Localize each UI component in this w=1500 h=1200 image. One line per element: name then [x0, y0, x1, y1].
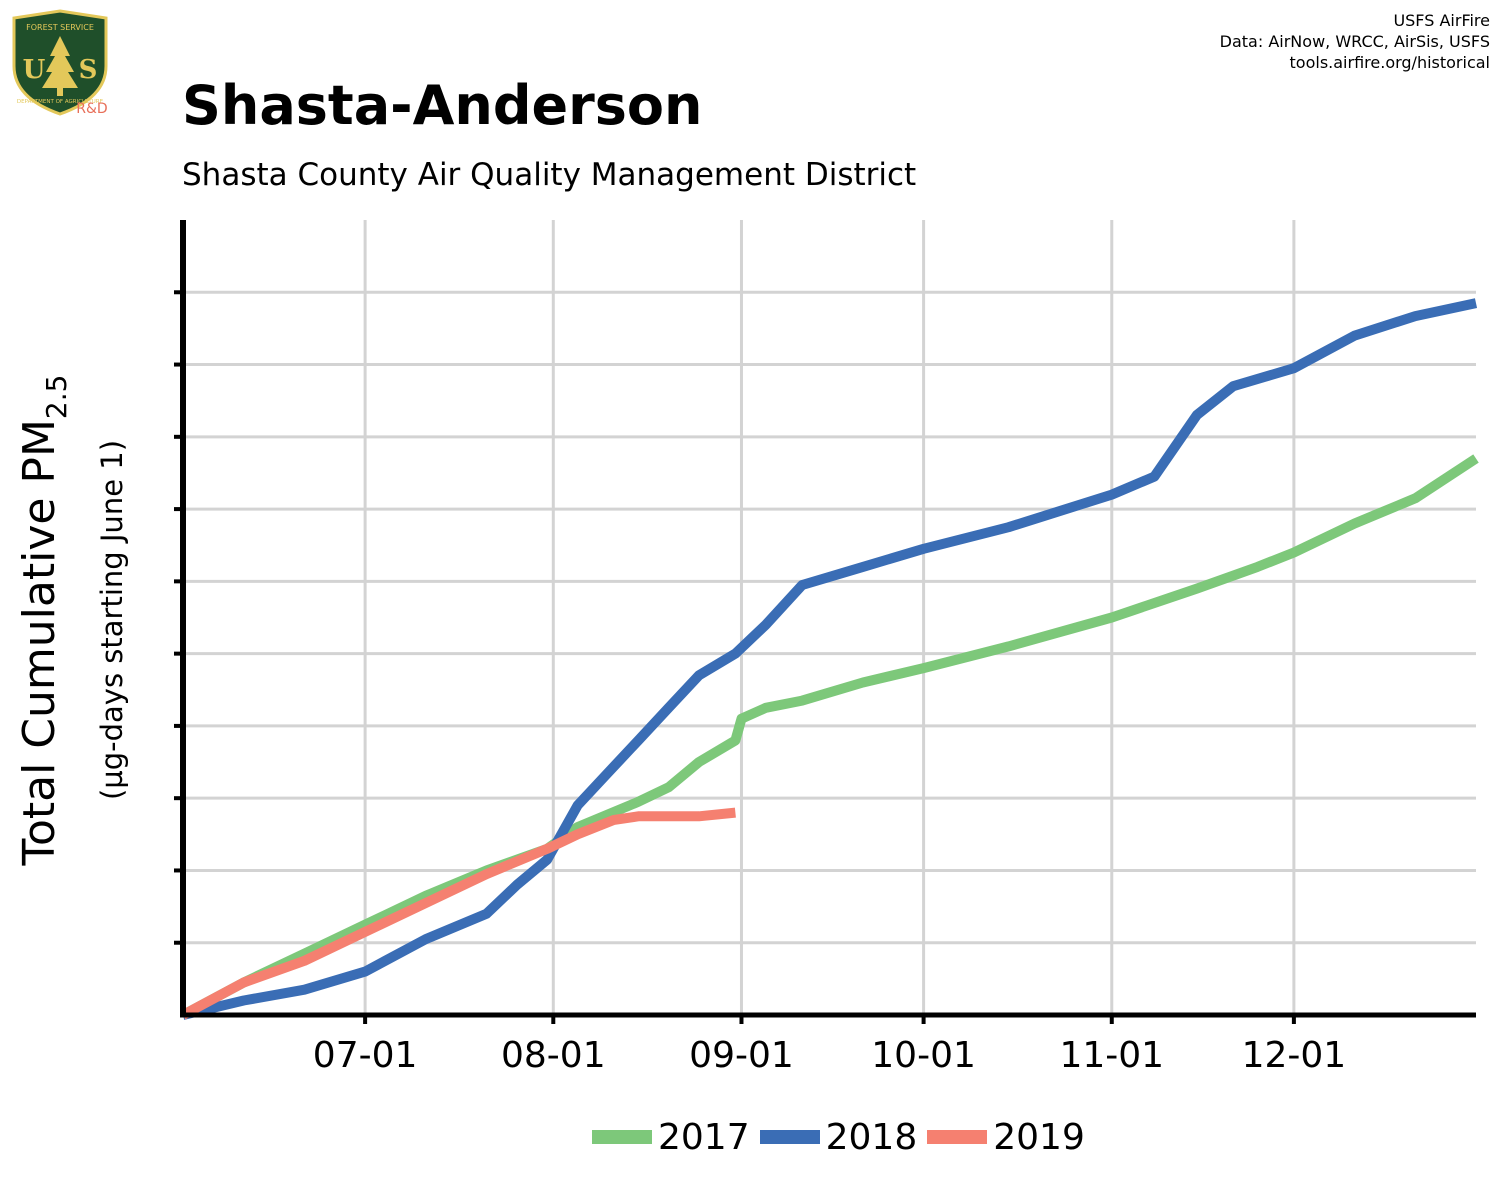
legend-item-2018: 2018: [759, 1116, 918, 1158]
legend: 2017 2018 2019: [592, 1112, 1095, 1162]
legend-swatch-2017: [592, 1130, 652, 1144]
x-tick-label: 09-01: [689, 1035, 794, 1076]
x-tick-label: 11-01: [1059, 1035, 1164, 1076]
credits: USFS AirFire Data: AirNow, WRCC, AirSis,…: [1220, 10, 1490, 73]
logo-letter-s: S: [79, 55, 98, 85]
legend-label-2017: 2017: [658, 1116, 750, 1158]
series-lines: [180, 298, 1479, 1020]
credits-data: Data: AirNow, WRCC, AirSis, USFS: [1219, 32, 1490, 51]
legend-item-2019: 2019: [927, 1117, 1085, 1158]
x-tick-label: 10-01: [871, 1035, 976, 1076]
chart-title: Shasta-Anderson: [182, 74, 703, 137]
series-line-2019: [180, 807, 736, 1020]
legend-swatch-2018: [759, 1130, 820, 1144]
series-line-2018: [181, 298, 1478, 1020]
usfs-shield-icon: U S FOREST SERVICE DEPARTMENT OF AGRICUL…: [12, 9, 108, 117]
x-tick-label: 07-01: [313, 1035, 418, 1076]
logo-letter-u: U: [23, 55, 46, 85]
credits-url: tools.airfire.org/historical: [1289, 53, 1490, 72]
y-axis-label-subscript: 2.5: [40, 375, 73, 420]
legend-label-2018: 2018: [825, 1116, 918, 1158]
axes: [174, 220, 1476, 1024]
grid: [183, 220, 1476, 1015]
legend-item-2017: 2017: [592, 1117, 750, 1158]
x-tick-label: 12-01: [1242, 1035, 1347, 1076]
logo-top-text: FOREST SERVICE: [26, 23, 94, 32]
series-line-2017: [180, 454, 1479, 1020]
chart-subtitle: Shasta County Air Quality Management Dis…: [182, 157, 917, 193]
credits-source: USFS AirFire: [1393, 11, 1490, 30]
y-axis-label: Total Cumulative PM2.5: [14, 375, 73, 867]
y-axis-units: (µg-days starting June 1): [95, 440, 129, 800]
y-axis-label-main: Total Cumulative PM: [14, 419, 65, 866]
legend-label-2019: 2019: [993, 1116, 1085, 1158]
logo-badge: R&D: [76, 101, 107, 117]
legend-swatch-2019: [927, 1130, 988, 1144]
logo-bottom-text: DEPARTMENT OF AGRICULTURE: [17, 99, 104, 105]
x-tick-label: 08-01: [501, 1035, 606, 1076]
x-tick-labels: 07-01 08-01 09-01 10-01 11-01 12-01: [313, 1035, 1346, 1076]
